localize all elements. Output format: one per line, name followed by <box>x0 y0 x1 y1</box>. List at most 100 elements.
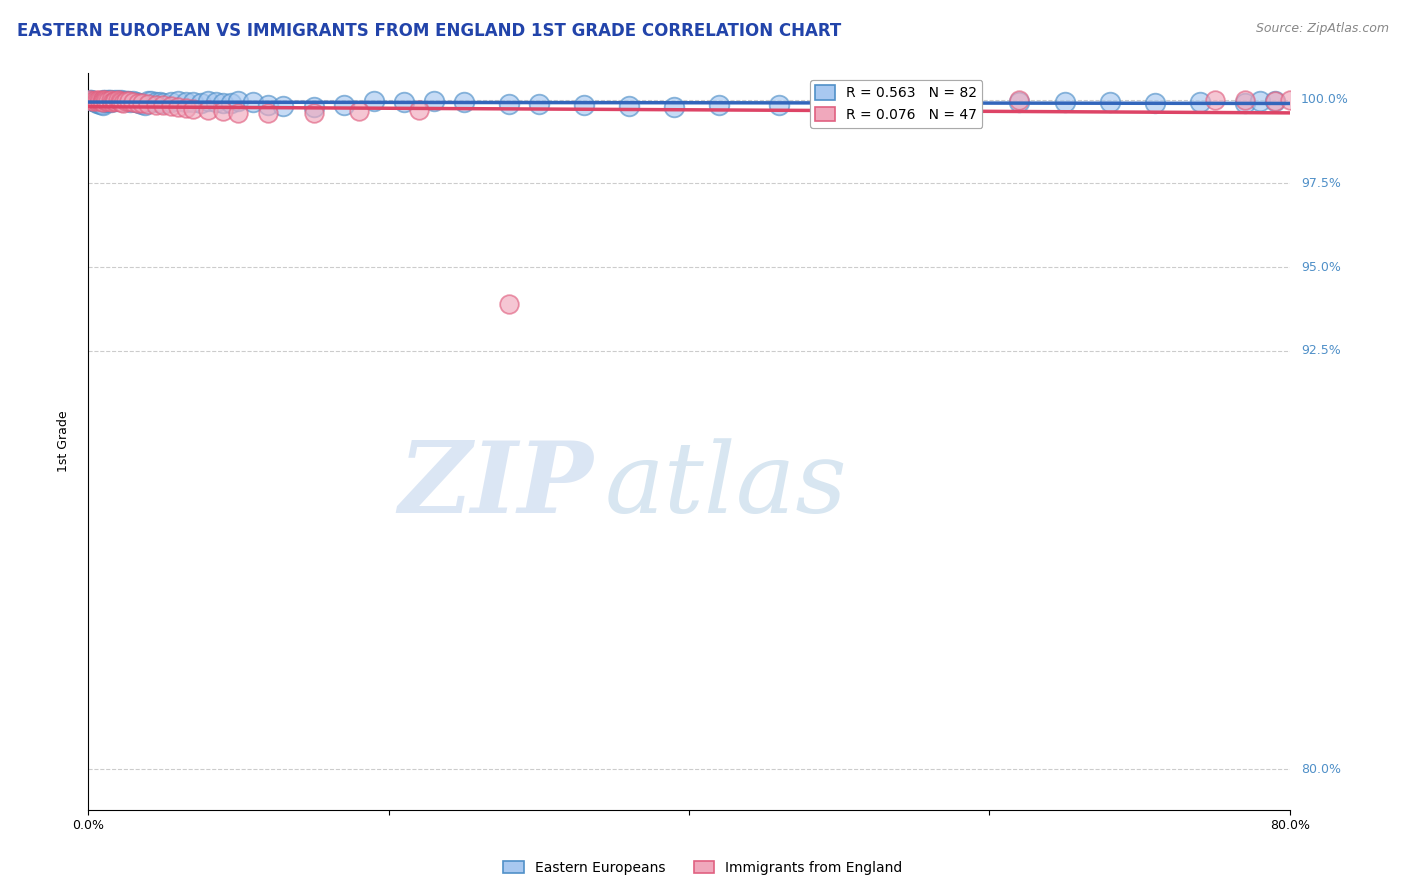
Point <box>97 95 120 109</box>
Point <box>98 94 121 108</box>
Point <box>453 95 475 109</box>
Point <box>174 101 197 115</box>
Point <box>1008 95 1031 109</box>
Point <box>114 94 136 108</box>
Point <box>160 99 183 113</box>
Point <box>1188 95 1211 109</box>
Point <box>108 94 131 108</box>
Point <box>90 94 112 108</box>
Point <box>87 94 110 108</box>
Point <box>107 94 129 108</box>
Point <box>1008 94 1031 108</box>
Point <box>617 99 640 113</box>
Point <box>498 297 520 311</box>
Point <box>104 95 127 109</box>
Point <box>101 94 124 108</box>
Point <box>98 95 121 109</box>
Point <box>152 96 174 111</box>
Point <box>527 97 550 112</box>
Point <box>205 95 228 109</box>
Point <box>91 96 114 111</box>
Point <box>768 98 790 112</box>
Point <box>118 95 141 109</box>
Point <box>145 97 167 112</box>
Point <box>183 102 205 116</box>
Point <box>86 94 108 108</box>
Point <box>100 94 122 108</box>
Point <box>80 94 103 108</box>
Text: EASTERN EUROPEAN VS IMMIGRANTS FROM ENGLAND 1ST GRADE CORRELATION CHART: EASTERN EUROPEAN VS IMMIGRANTS FROM ENGL… <box>17 22 841 40</box>
Point <box>190 95 212 110</box>
Point <box>90 97 112 112</box>
Point <box>103 94 125 108</box>
Point <box>108 94 131 108</box>
Point <box>96 94 118 108</box>
Point <box>136 97 159 112</box>
Point <box>167 100 190 114</box>
Text: 80.0%: 80.0% <box>1301 763 1341 776</box>
Point <box>128 96 150 111</box>
Point <box>131 96 153 111</box>
Point <box>257 106 280 120</box>
Point <box>903 94 925 108</box>
Point <box>110 94 132 108</box>
Point <box>136 94 159 108</box>
Point <box>86 95 108 110</box>
Point <box>101 95 124 109</box>
Point <box>125 95 148 110</box>
Point <box>89 95 111 109</box>
Point <box>97 94 120 108</box>
Point <box>91 97 114 112</box>
Point <box>122 94 145 108</box>
Point <box>197 103 219 118</box>
Point <box>141 95 163 109</box>
Point <box>422 95 444 109</box>
Point <box>828 95 851 110</box>
Legend: R = 0.563   N = 82, R = 0.076   N = 47: R = 0.563 N = 82, R = 0.076 N = 47 <box>810 80 983 128</box>
Point <box>1098 95 1121 110</box>
Point <box>332 97 354 112</box>
Point <box>145 95 167 109</box>
Point <box>1053 95 1076 109</box>
Point <box>302 100 325 114</box>
Point <box>84 95 107 109</box>
Point <box>120 95 142 109</box>
Point <box>107 94 129 108</box>
Point <box>257 97 280 112</box>
Text: ZIP: ZIP <box>398 437 593 533</box>
Point <box>889 96 911 111</box>
Point <box>111 94 134 108</box>
Point <box>122 95 145 109</box>
Point <box>82 94 104 108</box>
Point <box>347 104 370 119</box>
Point <box>858 94 880 108</box>
Point <box>91 95 114 109</box>
Point <box>167 94 190 108</box>
Point <box>79 94 101 108</box>
Point <box>96 94 118 108</box>
Point <box>242 95 264 109</box>
Point <box>149 95 172 110</box>
Point <box>363 95 385 109</box>
Point <box>114 94 136 108</box>
Point <box>94 94 117 108</box>
Point <box>131 96 153 111</box>
Point <box>97 95 120 109</box>
Point <box>408 103 430 117</box>
Point <box>91 94 114 108</box>
Point <box>197 95 219 109</box>
Point <box>273 99 295 113</box>
Point <box>212 95 235 110</box>
Text: 97.5%: 97.5% <box>1301 177 1341 190</box>
Point <box>118 95 141 109</box>
Text: 92.5%: 92.5% <box>1301 344 1341 358</box>
Text: 95.0%: 95.0% <box>1301 260 1341 274</box>
Point <box>112 95 135 109</box>
Point <box>212 104 235 119</box>
Y-axis label: 1st Grade: 1st Grade <box>58 410 70 472</box>
Point <box>134 97 156 112</box>
Point <box>91 94 114 108</box>
Point <box>89 96 111 111</box>
Point <box>1233 94 1256 108</box>
Point <box>1264 94 1286 108</box>
